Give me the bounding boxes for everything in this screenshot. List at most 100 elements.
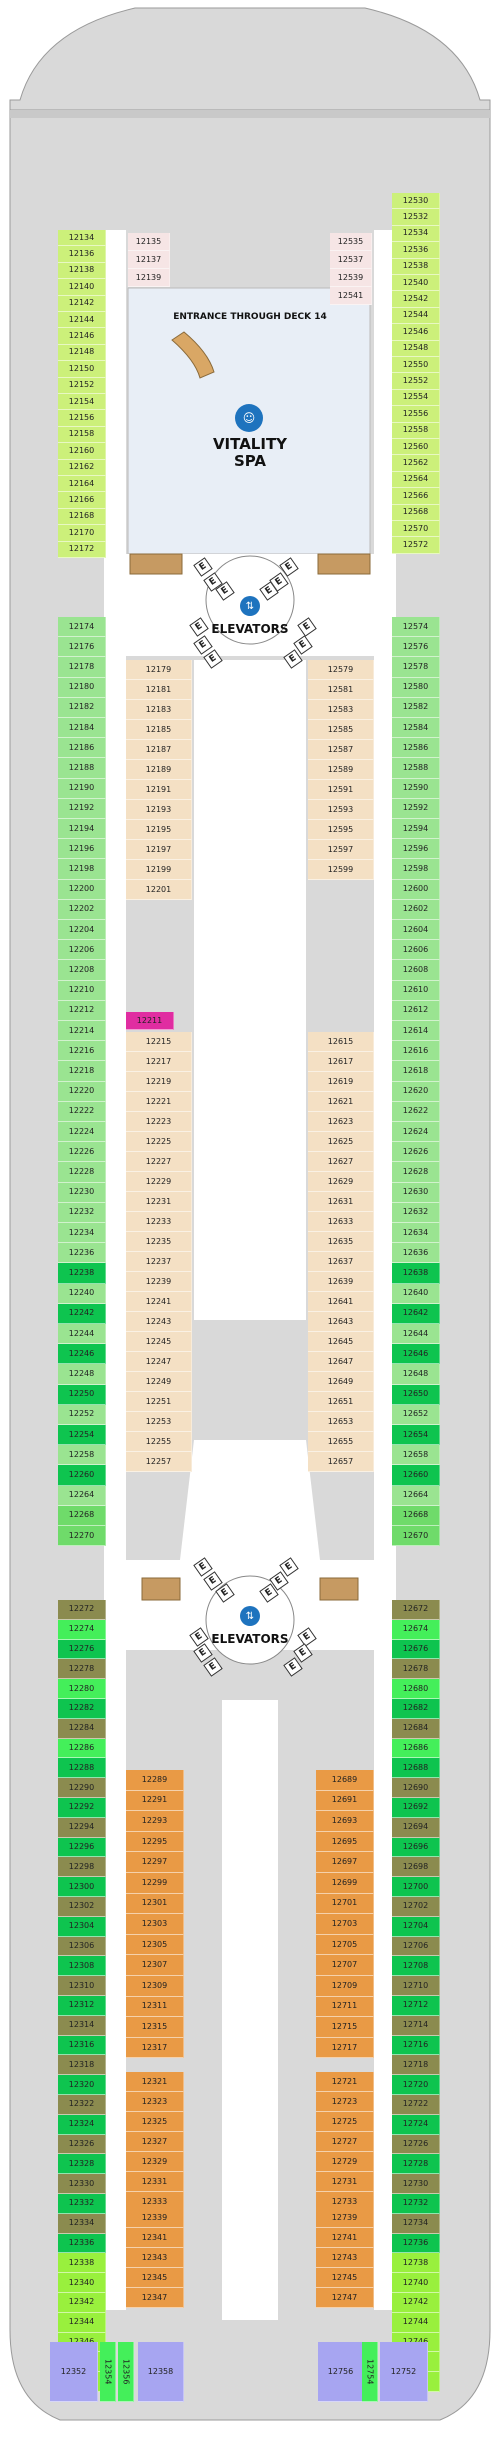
cabin-12689[interactable]: 12689 [316, 1770, 374, 1791]
cabin-12316[interactable]: 12316 [58, 2035, 106, 2056]
cabin-12274[interactable]: 12274 [58, 1619, 106, 1640]
cabin-12636[interactable]: 12636 [392, 1243, 440, 1264]
cabin-12587[interactable]: 12587 [308, 740, 374, 760]
cabin-12212[interactable]: 12212 [58, 1000, 106, 1021]
cabin-12134[interactable]: 12134 [58, 230, 106, 247]
cabin-12228[interactable]: 12228 [58, 1162, 106, 1183]
cabin-12728[interactable]: 12728 [392, 2154, 440, 2175]
cabin-12580[interactable]: 12580 [392, 677, 440, 698]
cabin-12314[interactable]: 12314 [58, 2015, 106, 2036]
cabin-12709[interactable]: 12709 [316, 1976, 374, 1997]
cabin-12588[interactable]: 12588 [392, 758, 440, 779]
cabin-12684[interactable]: 12684 [392, 1718, 440, 1739]
cabin-12591[interactable]: 12591 [308, 780, 374, 800]
cabin-12289[interactable]: 12289 [126, 1770, 184, 1791]
cabin-12238[interactable]: 12238 [58, 1263, 106, 1284]
cabin-12540[interactable]: 12540 [392, 275, 440, 292]
cabin-12226[interactable]: 12226 [58, 1142, 106, 1163]
cabin-12538[interactable]: 12538 [392, 258, 440, 275]
cabin-12717[interactable]: 12717 [316, 2037, 374, 2059]
cabin-12197[interactable]: 12197 [126, 840, 192, 860]
cabin-12307[interactable]: 12307 [126, 1955, 184, 1976]
cabin-12650[interactable]: 12650 [392, 1384, 440, 1405]
cabin-12536[interactable]: 12536 [392, 242, 440, 259]
cabin-12338[interactable]: 12338 [58, 2253, 106, 2274]
cabin-12140[interactable]: 12140 [58, 279, 106, 296]
cabin-12585[interactable]: 12585 [308, 720, 374, 740]
cabin-12204[interactable]: 12204 [58, 920, 106, 941]
cabin-12714[interactable]: 12714 [392, 2015, 440, 2036]
cabin-12633[interactable]: 12633 [308, 1212, 374, 1232]
cabin-12634[interactable]: 12634 [392, 1223, 440, 1244]
cabin-12210[interactable]: 12210 [58, 980, 106, 1001]
cabin-12193[interactable]: 12193 [126, 800, 192, 820]
cabin-12239[interactable]: 12239 [126, 1272, 192, 1292]
cabin-12535[interactable]: 12535 [330, 233, 372, 251]
cabin-12241[interactable]: 12241 [126, 1292, 192, 1312]
cabin-12739[interactable]: 12739 [316, 2208, 374, 2228]
cabin-12704[interactable]: 12704 [392, 1916, 440, 1937]
cabin-12244[interactable]: 12244 [58, 1324, 106, 1345]
cabin-12745[interactable]: 12745 [316, 2268, 374, 2288]
cabin-12300[interactable]: 12300 [58, 1877, 106, 1897]
cabin-12707[interactable]: 12707 [316, 1955, 374, 1976]
cabin-12206[interactable]: 12206 [58, 940, 106, 961]
cabin-12208[interactable]: 12208 [58, 960, 106, 981]
cabin-12354[interactable]: 12354 [100, 2342, 116, 2402]
cabin-12723[interactable]: 12723 [316, 2092, 374, 2112]
cabin-12721[interactable]: 12721 [316, 2072, 374, 2092]
cabin-12235[interactable]: 12235 [126, 1232, 192, 1252]
cabin-12225[interactable]: 12225 [126, 1132, 192, 1152]
cabin-12635[interactable]: 12635 [308, 1232, 374, 1252]
cabin-12695[interactable]: 12695 [316, 1831, 374, 1853]
cabin-12232[interactable]: 12232 [58, 1202, 106, 1223]
cabin-12693[interactable]: 12693 [316, 1811, 374, 1832]
cabin-12608[interactable]: 12608 [392, 960, 440, 981]
cabin-12626[interactable]: 12626 [392, 1142, 440, 1163]
cabin-12200[interactable]: 12200 [58, 879, 106, 900]
cabin-12242[interactable]: 12242 [58, 1303, 106, 1324]
cabin-12632[interactable]: 12632 [392, 1202, 440, 1223]
cabin-12720[interactable]: 12720 [392, 2075, 440, 2095]
cabin-12136[interactable]: 12136 [58, 246, 106, 263]
cabin-12224[interactable]: 12224 [58, 1122, 106, 1143]
cabin-12296[interactable]: 12296 [58, 1837, 106, 1858]
cabin-12574[interactable]: 12574 [392, 617, 440, 638]
cabin-12726[interactable]: 12726 [392, 2134, 440, 2155]
cabin-12534[interactable]: 12534 [392, 225, 440, 243]
cabin-12292[interactable]: 12292 [58, 1798, 106, 1818]
cabin-12651[interactable]: 12651 [308, 1392, 374, 1412]
cabin-12631[interactable]: 12631 [308, 1192, 374, 1212]
cabin-12309[interactable]: 12309 [126, 1976, 184, 1997]
cabin-12599[interactable]: 12599 [308, 860, 374, 880]
cabin-12215[interactable]: 12215 [126, 1032, 192, 1052]
cabin-12172[interactable]: 12172 [58, 541, 106, 558]
cabin-12614[interactable]: 12614 [392, 1021, 440, 1042]
cabin-12178[interactable]: 12178 [58, 657, 106, 678]
cabin-12628[interactable]: 12628 [392, 1162, 440, 1183]
cabin-12329[interactable]: 12329 [126, 2152, 184, 2172]
cabin-12218[interactable]: 12218 [58, 1061, 106, 1082]
cabin-12616[interactable]: 12616 [392, 1041, 440, 1062]
cabin-12696[interactable]: 12696 [392, 1837, 440, 1858]
cabin-12196[interactable]: 12196 [58, 839, 106, 860]
cabin-12618[interactable]: 12618 [392, 1061, 440, 1082]
cabin-12715[interactable]: 12715 [316, 2017, 374, 2038]
cabin-12280[interactable]: 12280 [58, 1679, 106, 1699]
cabin-12740[interactable]: 12740 [392, 2273, 440, 2293]
cabin-12532[interactable]: 12532 [392, 209, 440, 226]
cabin-12703[interactable]: 12703 [316, 1914, 374, 1935]
cabin-12198[interactable]: 12198 [58, 859, 106, 880]
cabin-12305[interactable]: 12305 [126, 1934, 184, 1956]
cabin-12578[interactable]: 12578 [392, 657, 440, 678]
cabin-12248[interactable]: 12248 [58, 1364, 106, 1385]
cabin-12648[interactable]: 12648 [392, 1364, 440, 1385]
cabin-12581[interactable]: 12581 [308, 680, 374, 700]
cabin-12702[interactable]: 12702 [392, 1897, 440, 1917]
cabin-12295[interactable]: 12295 [126, 1831, 184, 1853]
cabin-12160[interactable]: 12160 [58, 443, 106, 460]
cabin-12602[interactable]: 12602 [392, 899, 440, 920]
cabin-12185[interactable]: 12185 [126, 720, 192, 740]
cabin-12219[interactable]: 12219 [126, 1072, 192, 1092]
cabin-12593[interactable]: 12593 [308, 800, 374, 820]
